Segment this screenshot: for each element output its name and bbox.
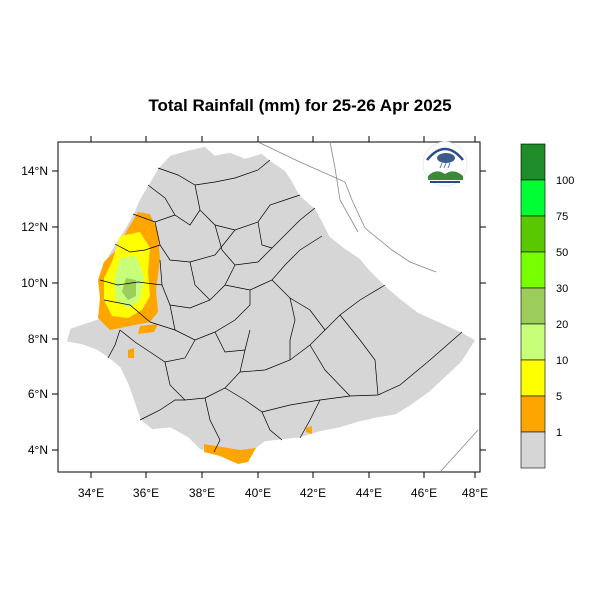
x-tick-label: 46°E bbox=[411, 486, 437, 500]
y-tick-label: 10°N bbox=[21, 276, 48, 290]
legend-swatch bbox=[520, 143, 546, 181]
legend-colorbar bbox=[520, 143, 546, 469]
rainfall-1-5mm bbox=[204, 444, 256, 464]
legend-label: 1 bbox=[556, 427, 562, 439]
rainfall-1-5mm bbox=[138, 324, 158, 334]
legend-label: 30 bbox=[556, 283, 568, 295]
rainfall-1-5mm bbox=[306, 426, 312, 434]
y-tick-label: 8°N bbox=[28, 332, 48, 346]
x-tick-label: 48°E bbox=[462, 486, 488, 500]
y-axis bbox=[52, 170, 486, 451]
legend-label: 20 bbox=[556, 319, 568, 331]
legend-swatch bbox=[520, 215, 546, 253]
ethiopia-land bbox=[65, 145, 478, 464]
legend-swatch bbox=[520, 431, 546, 469]
y-tick-label: 14°N bbox=[21, 164, 48, 178]
legend-label: 10 bbox=[556, 355, 568, 367]
x-tick-label: 34°E bbox=[78, 486, 104, 500]
y-tick-label: 12°N bbox=[21, 220, 48, 234]
x-tick-label: 44°E bbox=[356, 486, 382, 500]
ethiopian-meteorology-institute-logo bbox=[422, 141, 468, 187]
legend-swatch bbox=[520, 251, 546, 289]
rainfall-20-30mm bbox=[122, 278, 136, 300]
legend-label: 5 bbox=[556, 391, 562, 403]
x-tick-label: 38°E bbox=[189, 486, 215, 500]
legend-label: 50 bbox=[556, 247, 568, 259]
legend-label: 75 bbox=[556, 211, 568, 223]
x-tick-label: 36°E bbox=[133, 486, 159, 500]
legend-swatch bbox=[520, 395, 546, 433]
x-tick-label: 40°E bbox=[245, 486, 271, 500]
legend-swatch bbox=[520, 359, 546, 397]
legend-swatch bbox=[520, 287, 546, 325]
legend-swatch bbox=[520, 323, 546, 361]
neighbor-border bbox=[329, 141, 359, 233]
neighbor-border bbox=[439, 429, 479, 473]
map-title: Total Rainfall (mm) for 25-26 Apr 2025 bbox=[148, 96, 452, 115]
neighbor-border bbox=[257, 141, 437, 273]
y-tick-label: 6°N bbox=[28, 387, 48, 401]
rainfall-overlay bbox=[98, 212, 312, 464]
x-axis bbox=[90, 136, 476, 478]
x-tick-label: 42°E bbox=[300, 486, 326, 500]
legend-label: 100 bbox=[556, 175, 574, 187]
y-tick-label: 4°N bbox=[28, 443, 48, 457]
rainfall-1-5mm bbox=[128, 348, 134, 358]
admin-boundaries bbox=[99, 159, 463, 453]
map-area bbox=[65, 141, 479, 473]
legend-swatch bbox=[520, 179, 546, 217]
